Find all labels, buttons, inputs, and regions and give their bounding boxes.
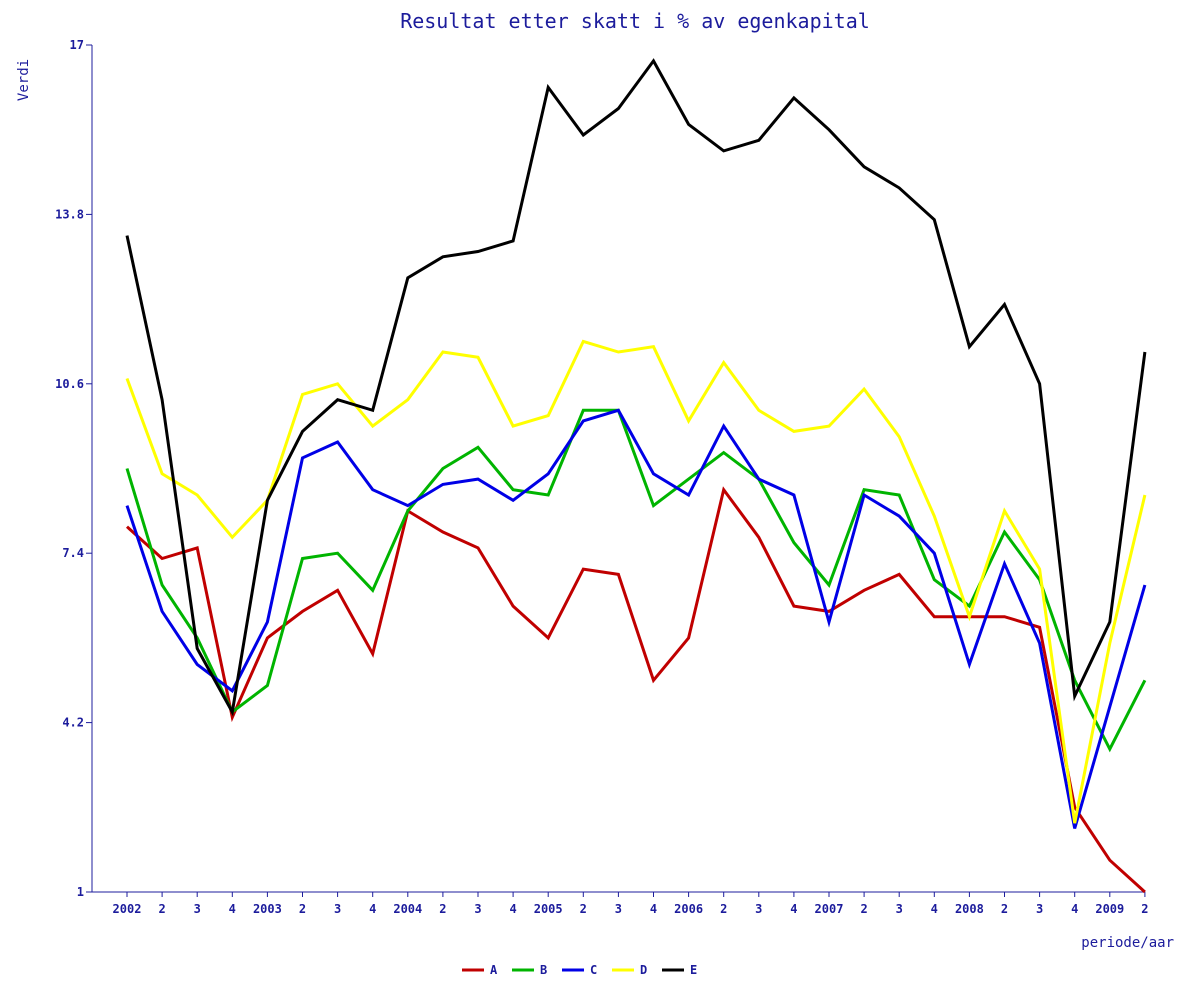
x-tick-label: 2005	[534, 902, 563, 916]
x-axis-title: periode/aar	[1081, 935, 1174, 951]
x-tick-label: 2	[439, 902, 446, 916]
x-tick-label: 4	[931, 902, 938, 916]
x-tick-label: 2	[1141, 902, 1148, 916]
x-tick-label: 3	[896, 902, 903, 916]
x-tick-label: 4	[650, 902, 657, 916]
x-tick-label: 2009	[1095, 902, 1124, 916]
x-tick-label: 2006	[674, 902, 703, 916]
x-tick-label: 2008	[955, 902, 984, 916]
x-tick-label: 3	[615, 902, 622, 916]
x-tick-label: 3	[194, 902, 201, 916]
x-tick-label: 4	[1071, 902, 1078, 916]
series-line-b	[125, 408, 1147, 753]
x-tick-label: 2	[860, 902, 867, 916]
legend-label-a: A	[490, 963, 498, 977]
y-axis-title: Verdi	[16, 59, 32, 101]
y-tick-label: 7.4	[62, 546, 84, 560]
series-lines	[125, 58, 1147, 894]
x-tick-label: 2	[299, 902, 306, 916]
legend-label-d: D	[640, 963, 647, 977]
series-line-c	[125, 408, 1147, 829]
x-tick-label: 3	[474, 902, 481, 916]
chart-title: Resultat etter skatt i % av egenkapital	[400, 9, 870, 33]
y-tick-label: 1	[77, 885, 84, 899]
y-tick-label: 17	[70, 38, 84, 52]
x-tick-label: 2002	[113, 902, 142, 916]
x-tick-label: 3	[334, 902, 341, 916]
series-line-d	[125, 339, 1147, 824]
legend-label-b: B	[540, 963, 547, 977]
x-tick-label: 3	[755, 902, 762, 916]
x-tick-label: 4	[790, 902, 797, 916]
x-tick-label: 2003	[253, 902, 282, 916]
x-tick-label: 2007	[815, 902, 844, 916]
legend: A B C D E	[462, 963, 697, 977]
legend-label-e: E	[690, 963, 697, 977]
y-tick-label: 4.2	[62, 716, 84, 730]
x-tick-label: 2	[580, 902, 587, 916]
y-tick-label: 13.8	[55, 207, 84, 221]
legend-label-c: C	[590, 963, 597, 977]
x-tick-label: 2004	[393, 902, 422, 916]
x-tick-label: 2	[158, 902, 165, 916]
x-tick-label: 3	[1036, 902, 1043, 916]
x-tick-label: 4	[509, 902, 516, 916]
x-tick-label: 2	[1001, 902, 1008, 916]
x-tick-label: 4	[229, 902, 236, 916]
series-line-a	[125, 486, 1146, 894]
y-tick-label: 10.6	[55, 377, 84, 391]
x-ticks: 2002 2 3 4 2003 2 3 4 2004 2 3 4 2005 2 3 4 2006 2 3 4 2007 2…	[113, 892, 1149, 916]
series-line-e	[125, 58, 1147, 717]
x-tick-label: 2	[720, 902, 727, 916]
axes	[91, 45, 1145, 893]
x-tick-label: 4	[369, 902, 376, 916]
y-ticks: 17 13.8 10.6 7.4 4.2 1	[55, 38, 92, 899]
